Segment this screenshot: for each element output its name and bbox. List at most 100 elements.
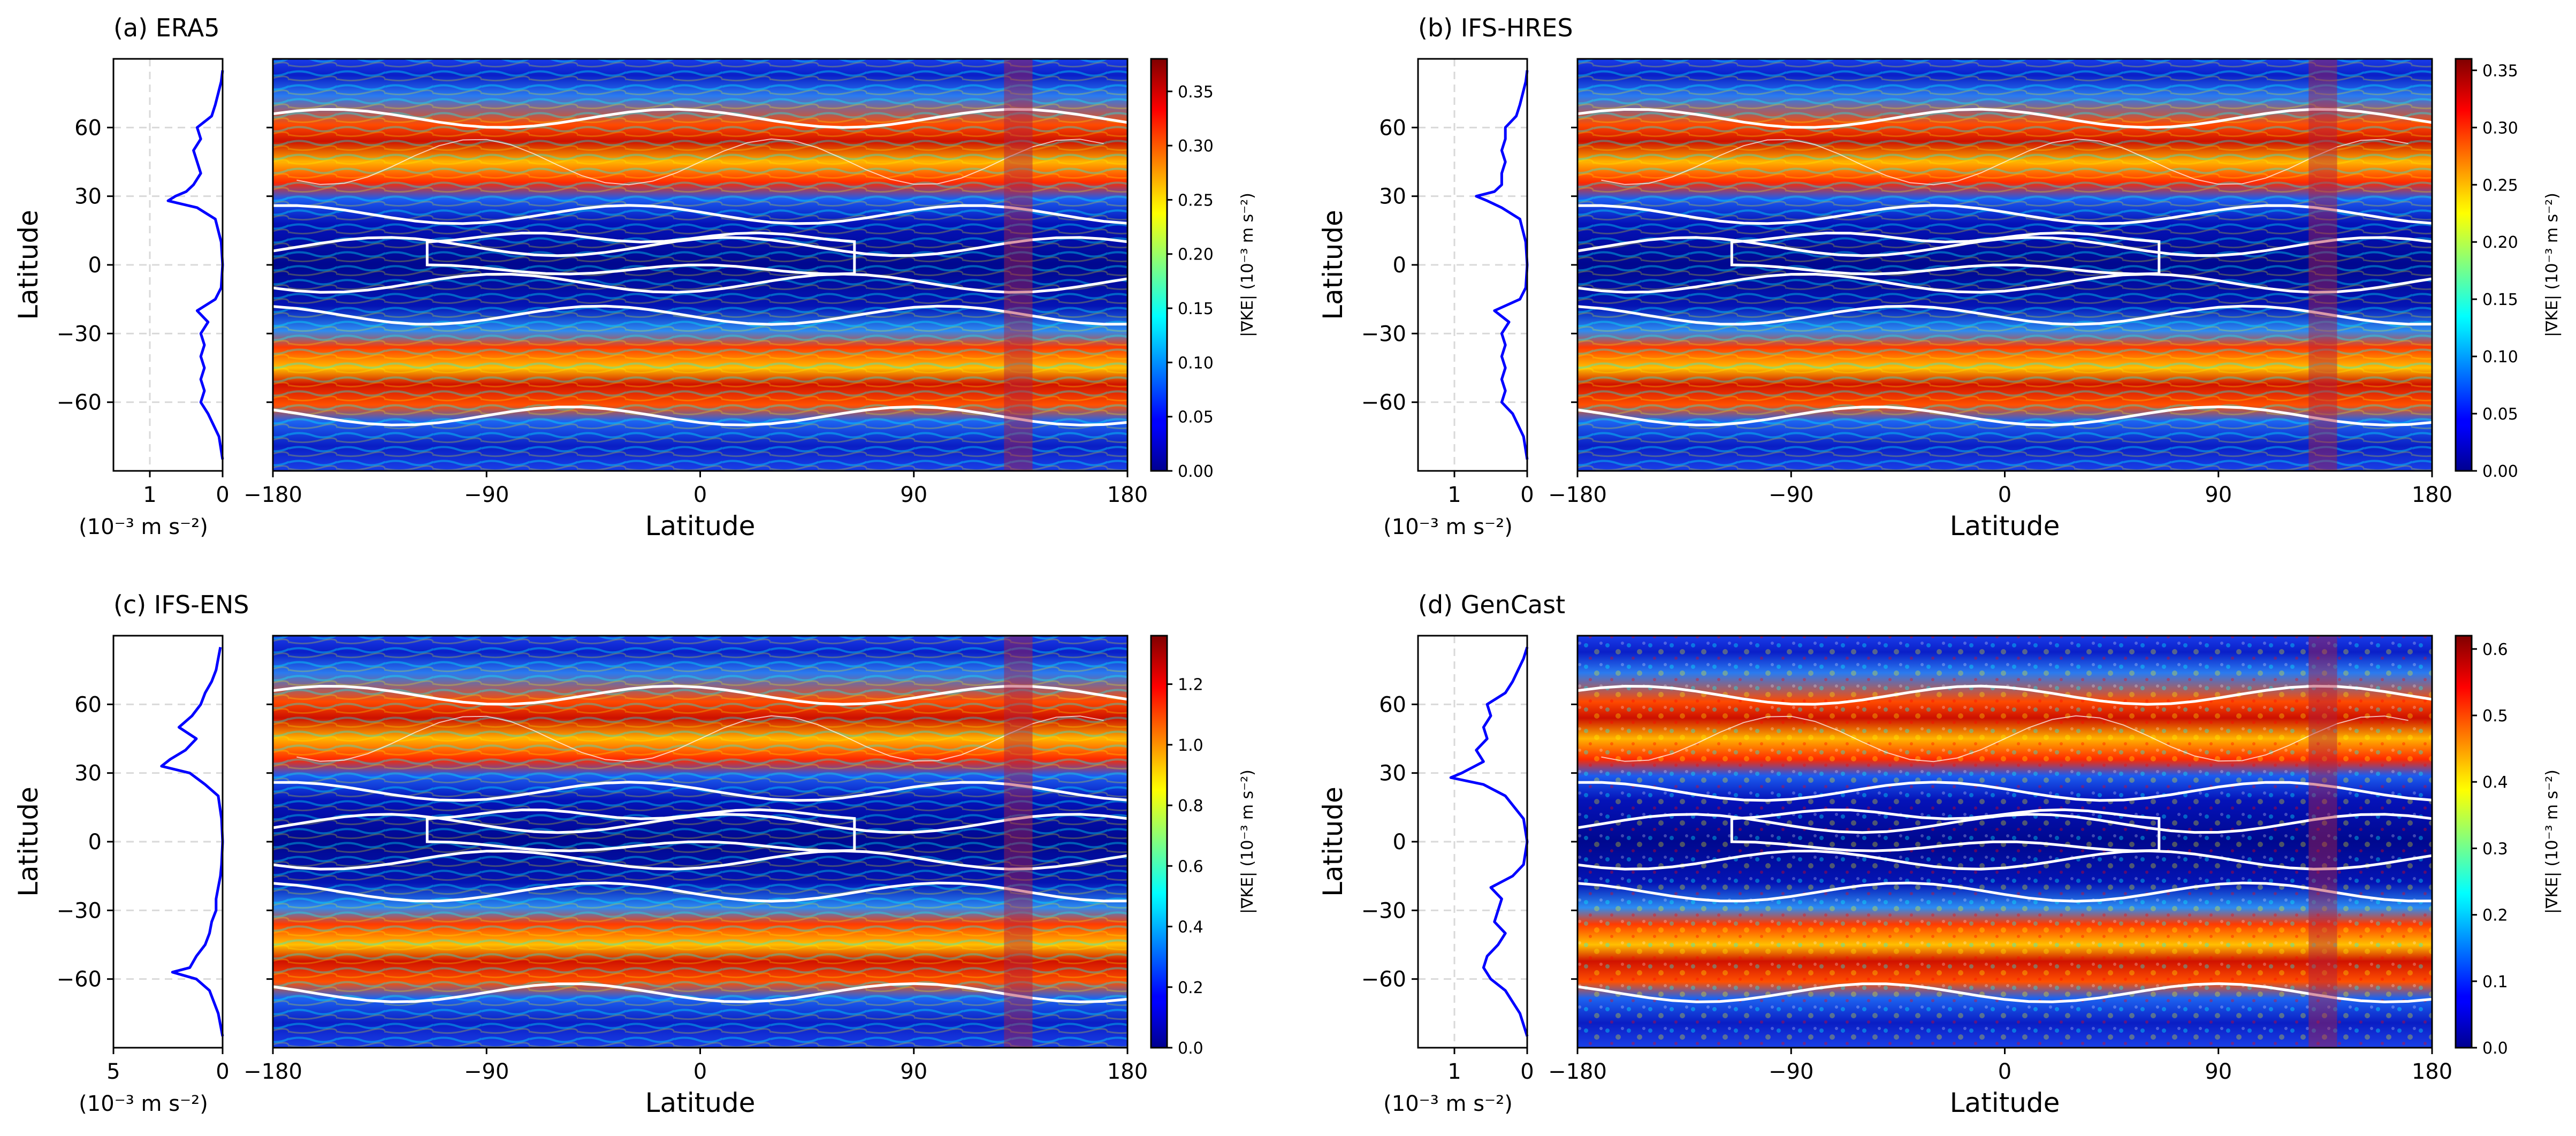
map-contour xyxy=(1577,684,2433,706)
colorbar-tick-label: 1.0 xyxy=(1178,736,1203,755)
colorbar xyxy=(1150,635,1168,1049)
profile-xtick-label: 0 xyxy=(1520,483,1534,507)
profile-xtick-label: 1 xyxy=(1447,1059,1461,1084)
profile-ytick-label: −60 xyxy=(1361,967,1406,992)
map-xtick-label: 90 xyxy=(2205,1059,2232,1084)
colorbar-tick-label: 0.6 xyxy=(1178,857,1203,876)
profile-ytick-label: 0 xyxy=(88,830,102,855)
colorbar-label: |∇KE| (10⁻³ m s⁻²) xyxy=(1238,769,1257,914)
colorbar-tick-label: 0.05 xyxy=(1178,408,1214,427)
colorbar-label: |∇KE| (10⁻³ m s⁻²) xyxy=(2543,769,2562,914)
colorbar xyxy=(1150,58,1168,472)
colorbar-tick-label: 0.30 xyxy=(1178,137,1214,156)
colorbar-tick-label: 0.25 xyxy=(2482,176,2518,195)
colorbar-tick-label: 0.6 xyxy=(2482,641,2508,659)
highlight-band xyxy=(1004,59,1033,471)
panel-2: (c) IFS-ENS 60 30 0 −30 −60 5 0 (10⁻³ m s⁻²) Lati… xyxy=(13,590,1257,1118)
colorbar-tick-label: 0.10 xyxy=(2482,348,2518,367)
profile-xlabel: (10⁻³ m s⁻²) xyxy=(79,1092,208,1116)
profile-ytick-label: 30 xyxy=(74,185,102,209)
map-xtick-label: −90 xyxy=(464,1059,509,1084)
profile-ytick-label: 60 xyxy=(1379,116,1406,140)
y-axis-label: Latitude xyxy=(13,787,44,897)
map-xtick-label: −90 xyxy=(1769,1059,1813,1084)
colorbar-tick-label: 0.5 xyxy=(2482,707,2508,726)
x-axis-label: Latitude xyxy=(1950,510,2060,542)
map-contour xyxy=(1577,849,2433,871)
profile-ytick-label: −30 xyxy=(57,898,102,923)
profile-ytick-label: 60 xyxy=(74,116,102,140)
colorbar-tick-label: 0.20 xyxy=(1178,246,1214,264)
profile-xtick-label: 1 xyxy=(1447,483,1461,507)
map-coastline xyxy=(1601,138,2409,186)
colorbar xyxy=(2455,58,2473,472)
map-contour xyxy=(272,881,1128,903)
profile-ytick-label: −60 xyxy=(1361,391,1406,415)
map-contour xyxy=(272,272,1128,294)
map-plot-area xyxy=(1576,58,2433,472)
map-xtick-label: 180 xyxy=(1107,1059,1148,1084)
profile-xtick-label: 1 xyxy=(143,483,156,507)
map-plot-area xyxy=(272,635,1129,1049)
map-contour xyxy=(1730,808,2161,852)
colorbar-tick-label: 0.10 xyxy=(1178,354,1214,372)
colorbar-tick-label: 0.15 xyxy=(2482,291,2518,309)
map-contour xyxy=(272,781,1128,802)
map-xtick-label: 0 xyxy=(693,1059,707,1084)
map-contour xyxy=(1577,272,2433,294)
x-axis-label: Latitude xyxy=(645,510,756,542)
map-contour xyxy=(1577,982,2433,1003)
map-xtick-label: 0 xyxy=(1998,1059,2011,1084)
colorbar-tick-label: 0.3 xyxy=(2482,840,2508,858)
profile-ytick-label: −60 xyxy=(57,967,102,992)
colorbar-tick-label: 0.0 xyxy=(1178,1039,1203,1058)
map-contour xyxy=(272,405,1128,426)
profile-series-line xyxy=(1449,646,1529,1037)
y-axis-label: Latitude xyxy=(1317,787,1348,897)
panel-3: (d) GenCast 60 30 0 −30 −60 1 0 (10⁻³ m s⁻²) Lati… xyxy=(1317,590,2562,1118)
profile-xlabel: (10⁻³ m s⁻²) xyxy=(1383,1092,1513,1116)
map-contour xyxy=(272,108,1128,129)
colorbar-tick-label: 0.25 xyxy=(1178,191,1214,210)
map-coastline xyxy=(296,138,1104,186)
map-xtick-label: 0 xyxy=(693,483,707,507)
highlight-band xyxy=(1004,636,1033,1048)
profile-xtick-label: 0 xyxy=(216,1059,229,1084)
map-contour xyxy=(272,849,1128,871)
map-contour xyxy=(1577,108,2433,129)
profile-xlabel: (10⁻³ m s⁻²) xyxy=(1383,515,1513,539)
map-contour xyxy=(272,684,1128,706)
colorbar-tick-label: 0.0 xyxy=(2482,1039,2508,1058)
profile-ytick-label: −30 xyxy=(57,322,102,346)
profile-xtick-label: 5 xyxy=(106,1059,120,1084)
profile-ytick-label: −60 xyxy=(57,391,102,415)
panel-title: (d) GenCast xyxy=(1418,590,1565,619)
y-axis-label: Latitude xyxy=(1317,210,1348,320)
x-axis-label: Latitude xyxy=(645,1087,756,1118)
map-coastline xyxy=(1601,715,2409,763)
profile-ytick-label: 0 xyxy=(1393,830,1406,855)
map-contour xyxy=(1730,231,2161,276)
colorbar-tick-label: 0.15 xyxy=(1178,300,1214,318)
x-axis-label: Latitude xyxy=(1950,1087,2060,1118)
map-contour xyxy=(425,231,856,276)
highlight-band xyxy=(2308,636,2337,1048)
profile-ytick-label: 0 xyxy=(88,253,102,278)
colorbar-tick-label: 0.2 xyxy=(2482,906,2508,925)
panel-title: (b) IFS-HRES xyxy=(1418,13,1573,42)
profile-xtick-label: 0 xyxy=(1520,1059,1534,1084)
map-xtick-label: 0 xyxy=(1998,483,2011,507)
map-contour xyxy=(1577,204,2433,225)
profile-ytick-label: 60 xyxy=(1379,692,1406,717)
profile-ytick-label: 60 xyxy=(74,692,102,717)
map-plot-area xyxy=(272,58,1129,472)
colorbar-tick-label: 0.2 xyxy=(1178,979,1203,997)
map-xtick-label: −90 xyxy=(464,483,509,507)
highlight-band xyxy=(2308,59,2337,471)
map-xtick-label: 90 xyxy=(900,483,927,507)
map-contour xyxy=(272,304,1128,326)
map-xtick-label: 90 xyxy=(900,1059,927,1084)
profile-ytick-label: 30 xyxy=(1379,185,1406,209)
panel-title: (a) ERA5 xyxy=(113,13,220,42)
panel-0: (a) ERA5 60 30 0 −30 −60 1 0 (10⁻³ m s⁻²) Latitud… xyxy=(13,13,1257,542)
